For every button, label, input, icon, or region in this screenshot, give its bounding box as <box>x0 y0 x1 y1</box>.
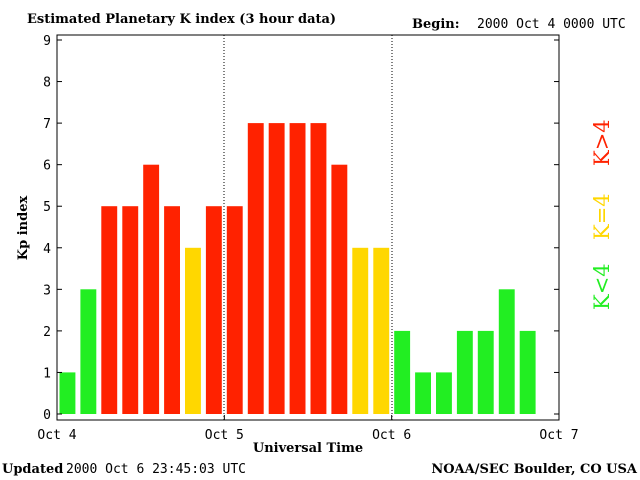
y-tick-label: 9 <box>43 34 51 49</box>
x-tick-label: Oct 5 <box>205 428 244 443</box>
y-tick-label: 5 <box>43 200 51 215</box>
kp-bar <box>352 247 369 414</box>
updated-label: Updated <box>2 462 63 477</box>
y-axis-label: Kp index <box>16 196 31 261</box>
source-credit: NOAA/SEC Boulder, CO USA <box>431 462 638 477</box>
kp-bar <box>205 206 222 414</box>
legend-mid: K=4 <box>590 193 614 240</box>
kp-bar <box>456 330 473 414</box>
begin-value: 2000 Oct 4 0000 UTC <box>477 17 626 32</box>
kp-bar <box>59 372 76 414</box>
y-tick-label: 0 <box>43 408 51 423</box>
kp-bar <box>498 289 515 414</box>
x-tick-label: Oct 4 <box>37 428 76 443</box>
kp-bar <box>331 164 348 414</box>
kp-bar <box>226 206 243 414</box>
kp-bar <box>268 123 285 414</box>
kp-bar <box>164 206 180 414</box>
y-tick-label: 8 <box>43 76 51 91</box>
y-tick-label: 2 <box>43 325 51 340</box>
kp-bar <box>394 330 411 414</box>
y-tick-label: 6 <box>43 159 51 174</box>
kp-bar <box>101 206 118 414</box>
legend-low: K<4 <box>590 263 614 310</box>
begin-label: Begin: <box>412 17 460 32</box>
updated-value: 2000 Oct 6 23:45:03 UTC <box>66 462 246 477</box>
chart-title: Estimated Planetary K index (3 hour data… <box>27 12 336 27</box>
y-axis: 0 1 2 3 4 5 6 7 8 9 <box>43 34 559 423</box>
kp-bar <box>477 330 494 414</box>
x-tick-label: Oct 6 <box>372 428 411 443</box>
legend-high: K>4 <box>590 119 614 166</box>
kp-bar <box>289 123 306 414</box>
x-tick-label: Oct 7 <box>539 428 578 443</box>
kp-bar <box>143 164 160 414</box>
kp-bar <box>373 247 390 414</box>
kp-bar <box>519 330 536 414</box>
kp-bar <box>247 123 264 414</box>
kp-bar <box>185 247 201 414</box>
x-axis: Oct 4 Oct 5 Oct 6 Oct 7 <box>37 415 579 443</box>
kp-bar <box>436 372 452 414</box>
y-tick-label: 7 <box>43 117 51 132</box>
x-axis-label: Universal Time <box>253 441 363 456</box>
y-tick-label: 4 <box>43 242 51 257</box>
y-tick-label: 1 <box>43 366 51 381</box>
kp-bar <box>415 372 431 414</box>
kp-bar <box>80 289 97 414</box>
y-tick-label: 3 <box>43 283 51 298</box>
bar-series <box>59 123 536 414</box>
plot-frame <box>56 34 560 421</box>
kp-bar <box>122 206 139 414</box>
kp-bar <box>310 123 327 414</box>
